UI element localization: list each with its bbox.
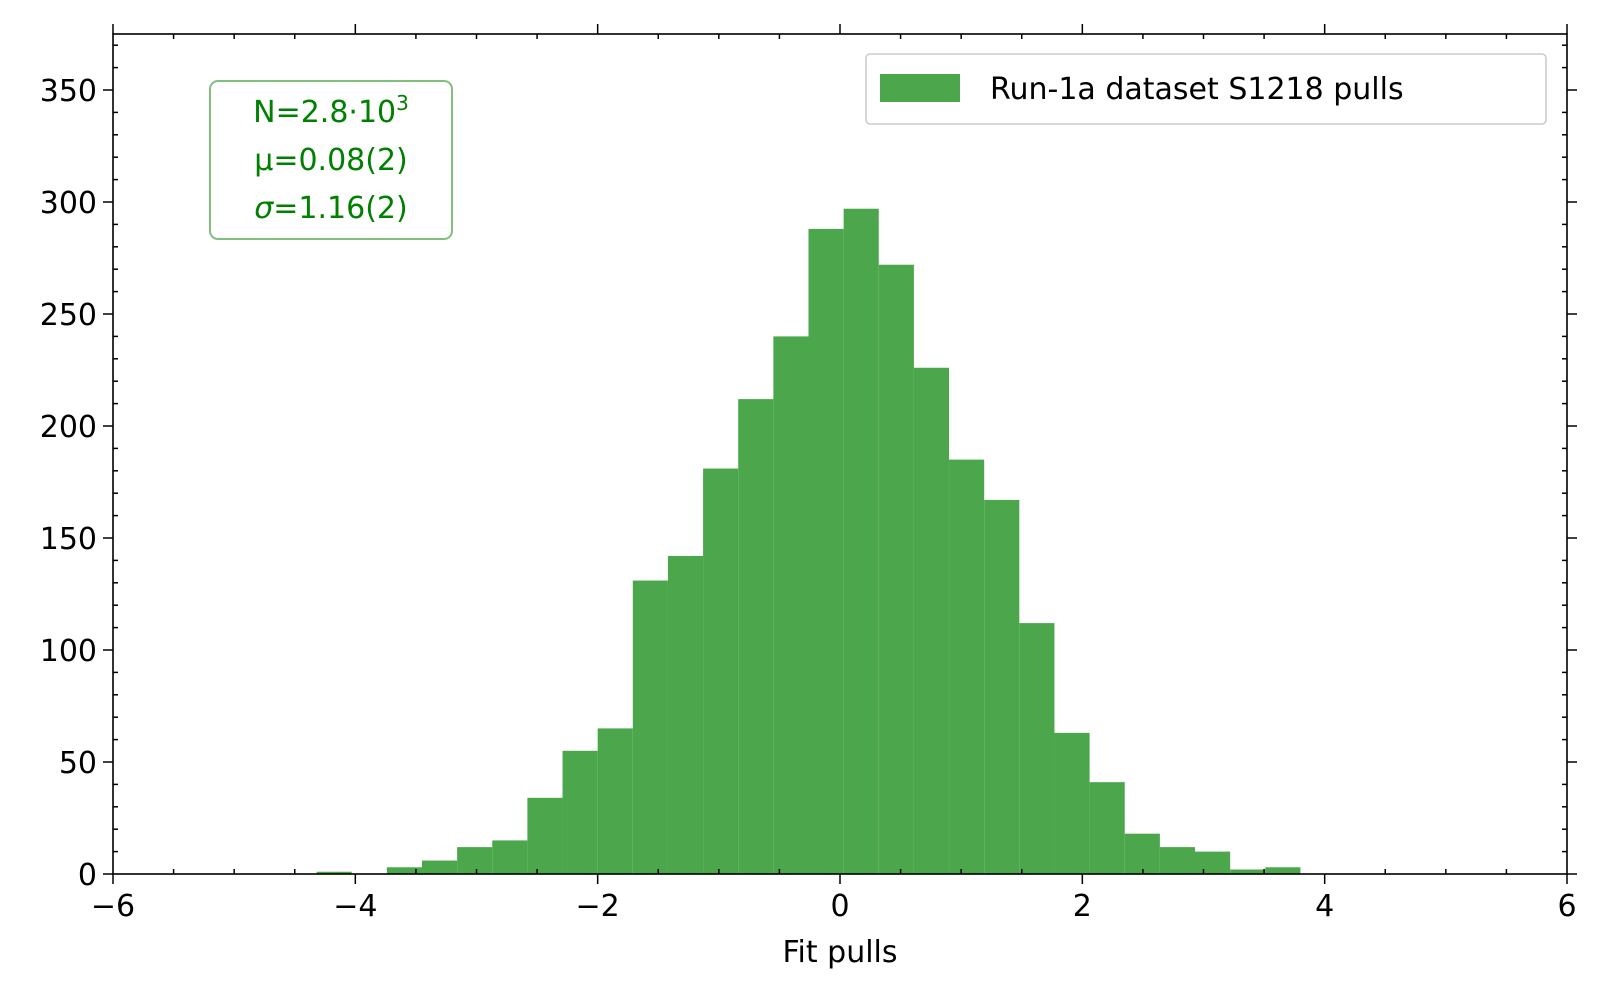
histogram-bar [562, 750, 598, 874]
histogram-bar [421, 860, 458, 874]
histogram-bar [457, 847, 493, 874]
x-axis-label: Fit pulls [782, 935, 897, 970]
x-tick-label: 0 [830, 889, 849, 924]
stats-sigma-value: =1.16(2) [273, 191, 407, 226]
histogram-bar [1230, 869, 1266, 874]
histogram-bar [843, 208, 879, 875]
y-tick-label: 300 [40, 186, 97, 221]
histogram-bar [878, 264, 914, 875]
histogram-bar [808, 228, 844, 874]
x-tick-label: 6 [1557, 889, 1576, 924]
histogram-bar [949, 459, 985, 874]
histogram-bar [316, 871, 352, 874]
histogram-bar [913, 367, 950, 874]
y-tick-label: 350 [40, 74, 97, 109]
axis-ticks [103, 24, 1577, 884]
y-tick-label: 150 [40, 522, 97, 557]
histogram-bar [667, 555, 704, 874]
stats-n-prefix: N=2.8·10 [253, 95, 396, 130]
histogram-bar [1159, 847, 1196, 874]
histogram-bar [527, 797, 563, 874]
y-tick-label: 0 [78, 858, 97, 893]
y-tick-label: 200 [40, 410, 97, 445]
x-tick-label: −2 [576, 889, 620, 924]
histogram-bar [1089, 782, 1125, 874]
legend-label: Run-1a dataset S1218 pulls [990, 72, 1404, 107]
stats-frame [209, 80, 453, 240]
stats-n-exponent: 3 [396, 91, 409, 115]
x-tick-label: 4 [1315, 889, 1334, 924]
x-tick-label: −6 [91, 889, 135, 924]
histogram-bar [597, 728, 633, 874]
stats-n: N=2.8·103 [253, 91, 409, 130]
x-tick-labels: −6 −4 −2 0 2 4 6 [91, 889, 1577, 924]
y-tick-label: 50 [59, 746, 97, 781]
histogram-bar [703, 468, 739, 874]
histogram-bar [1195, 851, 1231, 874]
y-tick-label: 250 [40, 298, 97, 333]
stats-mu: μ=0.08(2) [254, 143, 408, 178]
stats-box: N=2.8·103 μ=0.08(2) σ=1.16(2) [209, 80, 453, 240]
legend-box [865, 53, 1547, 125]
histogram-bar [773, 336, 809, 874]
x-tick-label: −4 [333, 889, 377, 924]
histogram-bar [632, 580, 668, 874]
histogram-bar [1265, 867, 1301, 874]
legend: Run-1a dataset S1218 pulls [865, 53, 1547, 125]
histogram-bar [492, 840, 528, 874]
legend-swatch [880, 74, 960, 102]
stats-sigma-symbol: σ [254, 191, 274, 226]
histogram-bar [386, 867, 422, 874]
y-tick-labels: 0 50 100 150 200 250 300 350 [40, 74, 97, 893]
histogram-bar [1019, 623, 1055, 874]
x-tick-label: 2 [1073, 889, 1092, 924]
histogram-bar [984, 499, 1020, 874]
histogram-bar [738, 399, 774, 874]
histogram-bar [1124, 833, 1160, 874]
plot-frame [112, 33, 1568, 875]
stats-sigma: σ=1.16(2) [254, 191, 407, 226]
histogram-bars [316, 208, 1301, 875]
histogram-bar [1054, 732, 1090, 874]
y-tick-label: 100 [40, 634, 97, 669]
